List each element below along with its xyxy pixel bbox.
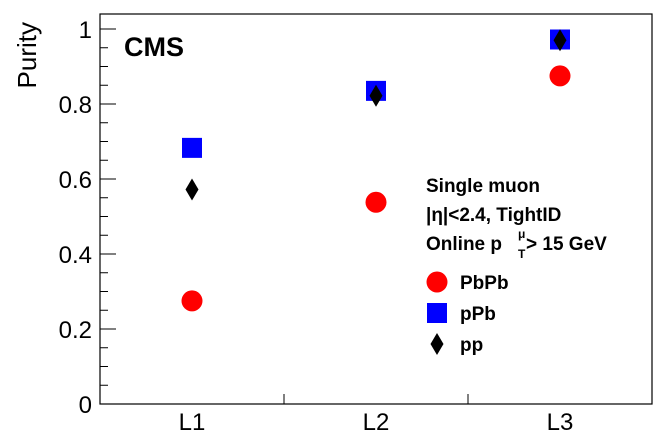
y-tick-label: 0	[79, 392, 92, 419]
x-tick-label: L2	[363, 409, 390, 432]
legend: Single muon |η|<2.4, TightID Online p μ …	[426, 176, 607, 356]
annotation-line-1: Single muon	[426, 176, 540, 197]
y-tick-label: 0.8	[59, 92, 92, 119]
y-tick-label: 0.6	[59, 167, 92, 194]
axes	[99, 13, 653, 405]
y-tick-label: 0.2	[59, 317, 92, 344]
legend-marker-pp	[430, 333, 444, 355]
ticks: 0 0.2 0.4 0.6 0.8 1 L1 L2 L3	[59, 17, 574, 432]
y-tick-label: 1	[79, 17, 92, 44]
data-marks	[181, 29, 571, 312]
y-tick-label: 0.4	[59, 242, 92, 269]
annotation-line-3: Online p μ T > 15 GeV	[426, 227, 607, 261]
y-axis-title: Purity	[12, 22, 42, 88]
legend-entries: PbPb pPb pp	[426, 271, 509, 356]
data-point-pp-l1	[185, 178, 199, 201]
x-tick-label: L3	[547, 409, 574, 432]
legend-marker-pbpb	[426, 271, 448, 293]
cms-label: CMS	[124, 32, 184, 62]
x-tick-label: L1	[179, 409, 206, 432]
data-point-pbpb-l3	[549, 65, 571, 87]
annotation-online-suffix: > 15 GeV	[526, 234, 607, 255]
annotation-online-sub: T	[518, 247, 526, 261]
annotation-line-2: |η|<2.4, TightID	[426, 205, 561, 226]
legend-label-pbpb: PbPb	[460, 273, 509, 294]
data-point-pp-l2	[369, 84, 383, 107]
annotation-online-sup: μ	[518, 227, 525, 241]
legend-label-ppb: pPb	[460, 304, 496, 325]
legend-label-pp: pp	[460, 335, 483, 356]
data-point-pp-l3	[553, 29, 567, 52]
legend-marker-ppb	[427, 303, 447, 323]
data-point-pbpb-l1	[181, 290, 203, 312]
plot-frame	[99, 13, 653, 405]
annotation-online-prefix: Online p	[426, 234, 502, 255]
data-point-pbpb-l2	[365, 191, 387, 213]
data-point-ppb-l1	[182, 137, 202, 158]
